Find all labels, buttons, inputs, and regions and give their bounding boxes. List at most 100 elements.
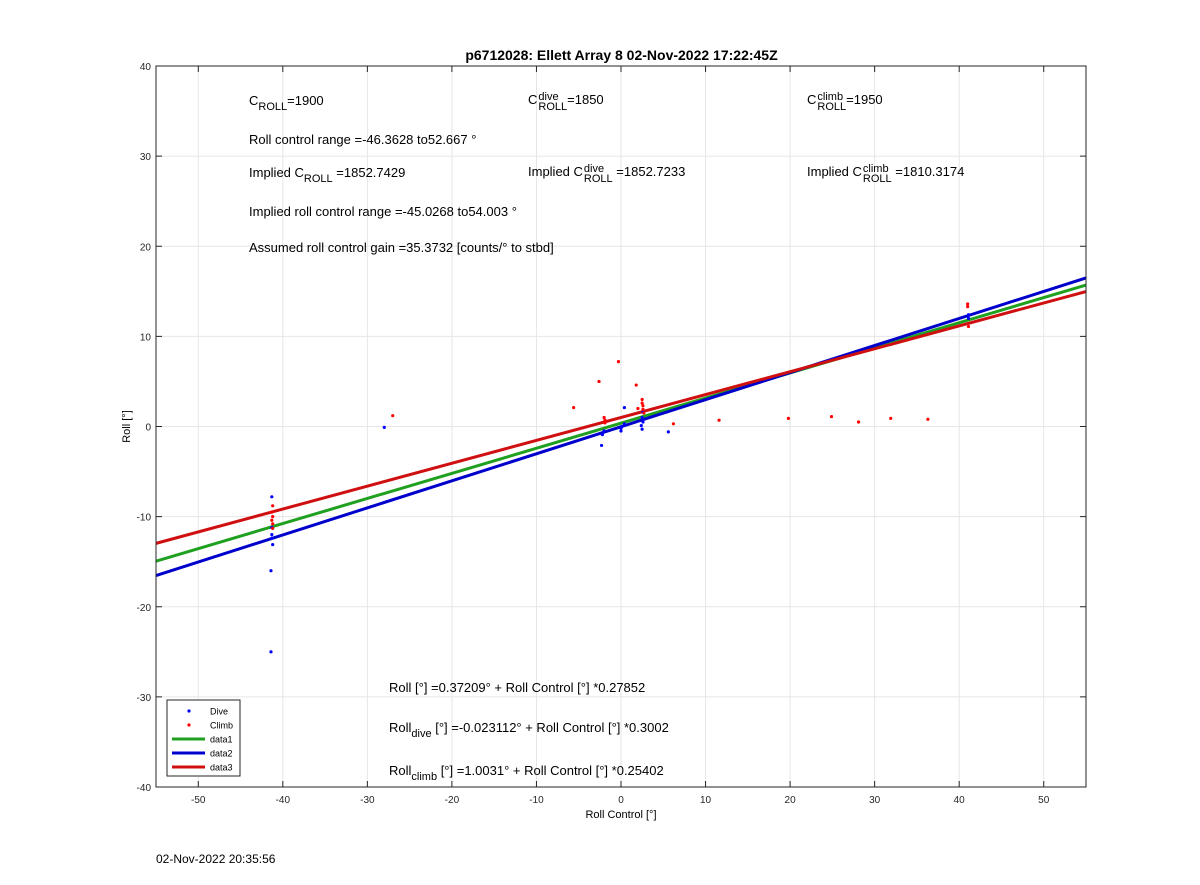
legend-label: data3	[210, 763, 233, 773]
dive-point	[966, 313, 971, 317]
climb-point	[786, 416, 791, 420]
legend-marker-dive	[187, 709, 191, 713]
legend-label: data2	[210, 749, 233, 759]
climb-point	[616, 360, 621, 364]
fit-line-data1	[155, 283, 1087, 563]
y-tick-label: -20	[137, 603, 152, 614]
x-tick-label: -30	[360, 795, 375, 806]
y-tick-label: 0	[145, 423, 151, 434]
fit-dive-equation: Rolldive [°] =-0.023112° + Roll Control …	[389, 720, 669, 740]
climb-point	[856, 420, 861, 424]
x-tick-label: 30	[869, 795, 881, 806]
roll-control-range-annotation: Roll control range =-46.3628 to52.667 °	[249, 132, 477, 147]
climb-point	[829, 414, 834, 419]
x-tick-label: -50	[191, 795, 206, 806]
implied-c-roll-annotation: Implied CROLL =1852.7429	[249, 165, 406, 185]
climb-point	[271, 504, 275, 508]
dive-point	[270, 533, 274, 537]
climb-point	[642, 411, 646, 415]
dive-point	[599, 443, 604, 448]
x-tick-label: -40	[276, 795, 291, 806]
x-tick-label: 40	[954, 795, 966, 806]
dive-point	[640, 415, 644, 420]
y-tick-label: -30	[137, 693, 152, 704]
y-tick-label: 10	[140, 332, 152, 343]
y-tick-label: 40	[140, 62, 152, 73]
climb-point	[966, 324, 971, 329]
y-tick-label: 30	[140, 152, 152, 163]
climb-point	[271, 515, 275, 519]
climb-point	[391, 414, 395, 418]
x-tick-label: -10	[529, 795, 544, 806]
data-points	[269, 302, 971, 654]
dive-point	[666, 430, 670, 434]
legend-label: Climb	[210, 721, 233, 731]
dive-point	[622, 422, 626, 426]
dive-point	[269, 650, 273, 654]
climb-point	[966, 305, 970, 309]
climb-point	[271, 526, 275, 530]
x-tick-label: 20	[785, 795, 797, 806]
climb-point	[717, 418, 721, 422]
y-tick-label: 20	[140, 242, 152, 253]
dive-point	[622, 405, 626, 410]
climb-point	[603, 421, 607, 425]
x-tick-label: -20	[445, 795, 460, 806]
climb-point	[603, 418, 607, 422]
x-tick-label: 10	[700, 795, 712, 806]
fit-all-equation: Roll [°] =0.37209° + Roll Control [°] *0…	[389, 680, 646, 695]
dive-point	[619, 429, 623, 433]
legend-label: Dive	[210, 707, 228, 717]
legend: Dive Climb data1 data2 data3	[166, 699, 241, 777]
footer-timestamp: 02-Nov-2022 20:35:56	[156, 852, 276, 866]
dive-point	[271, 542, 275, 547]
fit-line-data3	[155, 290, 1087, 545]
climb-point	[270, 510, 274, 514]
gain-annotation: Assumed roll control gain =35.3732 [coun…	[249, 240, 554, 255]
dive-point	[602, 429, 606, 433]
dive-point	[620, 424, 624, 429]
climb-point	[641, 407, 645, 411]
fit-climb-equation: Rollclimb [°] =1.0031° + Roll Control [°…	[389, 763, 664, 783]
climb-point	[640, 397, 644, 402]
climb-point	[602, 415, 606, 420]
dive-point	[600, 433, 605, 437]
dive-point	[269, 569, 273, 573]
y-tick-label: -40	[137, 783, 152, 794]
climb-point	[572, 405, 576, 410]
axis-ticks: -50 -40 -30 -20 -10 0 10 20 30 40 50 -40 -30 -20 -10 0 1…	[137, 62, 1086, 806]
legend-marker-climb	[187, 723, 191, 727]
c-roll-annotation: CROLL=1900	[249, 93, 324, 113]
legend-label: data1	[210, 735, 233, 745]
climb-point	[597, 379, 601, 384]
climb-point	[671, 422, 676, 426]
dive-point	[966, 316, 971, 320]
dive-point	[270, 536, 274, 540]
x-axis-label: Roll Control [°]	[585, 809, 656, 821]
climb-point	[889, 416, 893, 420]
climb-point	[641, 404, 645, 408]
implied-range-annotation: Implied roll control range =-45.0268 to5…	[249, 204, 517, 219]
x-tick-label: 50	[1038, 795, 1050, 806]
dive-point	[639, 423, 643, 428]
dive-point	[270, 495, 274, 499]
climb-point	[634, 383, 638, 387]
y-axis-label: Roll [°]	[121, 410, 133, 443]
dive-point	[382, 425, 386, 430]
climb-point	[640, 401, 644, 405]
climb-point	[270, 518, 274, 522]
climb-point	[966, 302, 970, 306]
climb-point	[271, 522, 275, 526]
chart-title: p6712028: Ellett Array 8 02-Nov-2022 17:…	[465, 47, 778, 63]
dive-point	[640, 427, 644, 431]
climb-point	[926, 417, 930, 421]
x-tick-label: 0	[618, 795, 624, 806]
climb-point	[636, 406, 640, 411]
y-tick-label: -10	[137, 513, 152, 524]
dive-point	[641, 420, 645, 424]
